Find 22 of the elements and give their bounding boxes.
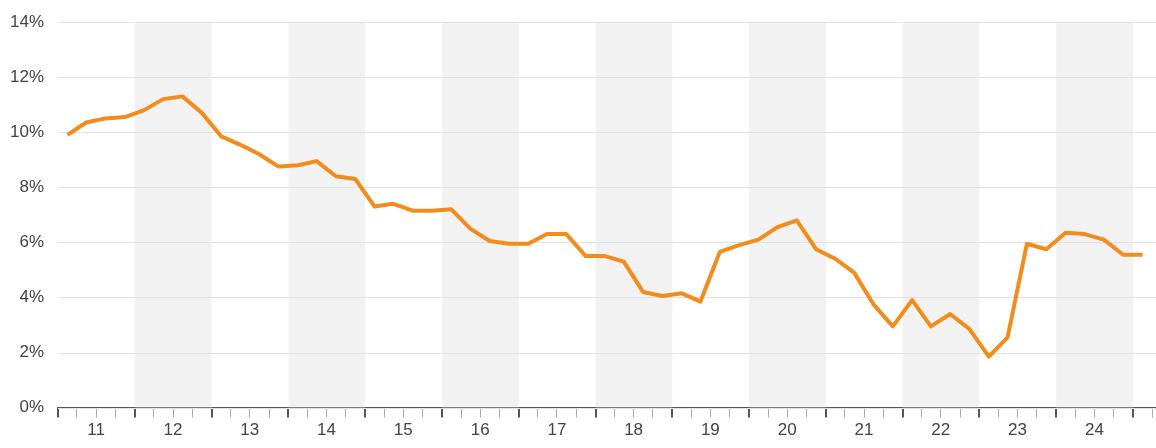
y-tick-label: 2% bbox=[19, 342, 45, 362]
x-tick-label: 18 bbox=[624, 420, 644, 440]
x-tick-label: 21 bbox=[854, 420, 874, 440]
x-tick-label: 22 bbox=[931, 420, 951, 440]
y-tick-label: 4% bbox=[19, 287, 45, 307]
y-tick-label: 6% bbox=[19, 232, 45, 252]
y-tick-label: 8% bbox=[19, 176, 45, 196]
x-tick-label: 15 bbox=[393, 420, 413, 440]
x-tick-label: 17 bbox=[547, 420, 567, 440]
x-tick-label: 20 bbox=[777, 420, 797, 440]
x-tick-label: 23 bbox=[1008, 420, 1027, 440]
x-tick-label: 11 bbox=[87, 420, 105, 440]
y-tick-label: 12% bbox=[9, 66, 45, 86]
y-tick-label: 0% bbox=[19, 397, 45, 417]
x-tick-label: 24 bbox=[1084, 420, 1104, 440]
x-tick-label: 13 bbox=[240, 420, 260, 440]
x-tick-label: 12 bbox=[163, 420, 183, 440]
y-tick-label: 14% bbox=[9, 11, 45, 31]
x-tick-label: 16 bbox=[470, 420, 490, 440]
x-tick-label: 14 bbox=[317, 420, 336, 440]
y-tick-label: 10% bbox=[9, 121, 45, 141]
x-tick-label: 19 bbox=[700, 420, 720, 440]
